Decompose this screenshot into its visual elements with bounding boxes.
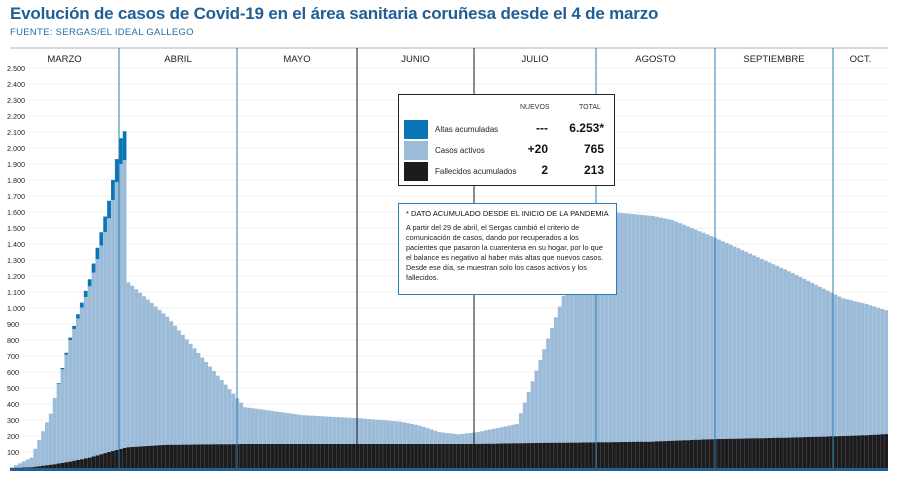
y-tick-label: 1.100 <box>7 288 25 297</box>
chart-source: FUENTE: SERGAS/EL IDEAL GALLEGO <box>10 27 194 38</box>
month-label: JULIO <box>522 54 549 65</box>
y-tick-label: 2.500 <box>7 64 25 73</box>
y-tick-label: 1.200 <box>7 272 25 281</box>
legend-row-fallecidos: Fallecidos acumulados 2 213 <box>399 162 614 182</box>
y-tick-label: 900 <box>7 320 19 329</box>
y-tick-label: 1.000 <box>7 304 25 313</box>
note-text: A partir del 29 de abril, el Sergas camb… <box>406 223 604 282</box>
legend-swatch-fallecidos <box>404 162 428 181</box>
legend-row-altas: Altas acumuladas --- 6.253* <box>399 120 614 140</box>
note-title: * DATO ACUMULADO DESDE EL INICIO DE LA P… <box>406 209 609 218</box>
month-label: ABRIL <box>164 54 191 65</box>
legend-new-altas: --- <box>536 121 548 135</box>
y-tick-label: 700 <box>7 352 19 361</box>
month-label: OCT. <box>850 54 872 65</box>
month-label: SEPTIEMBRE <box>743 54 804 65</box>
month-label: MARZO <box>47 54 81 65</box>
legend-box: NUEVOS TOTAL Altas acumuladas --- 6.253*… <box>398 94 615 186</box>
legend-swatch-altas <box>404 120 428 139</box>
legend-total-activos: 765 <box>583 142 604 156</box>
y-tick-label: 1.500 <box>7 224 25 233</box>
area-casos-activos <box>10 160 888 468</box>
y-tick-label: 400 <box>7 400 19 409</box>
legend-new-fallecidos: 2 <box>541 163 548 177</box>
y-tick-label: 100 <box>7 448 19 457</box>
y-tick-label: 500 <box>7 384 19 393</box>
y-tick-label: 1.300 <box>7 256 25 265</box>
legend-label-activos: Casos activos <box>435 146 485 155</box>
y-tick-label: 200 <box>7 432 19 441</box>
month-label: MAYO <box>283 54 310 65</box>
y-tick-label: 1.900 <box>7 160 25 169</box>
note-box: * DATO ACUMULADO DESDE EL INICIO DE LA P… <box>398 203 617 295</box>
legend-total-fallecidos: 213 <box>583 163 604 177</box>
legend-total-altas: 6.253* <box>569 121 604 135</box>
legend-label-altas: Altas acumuladas <box>435 125 499 134</box>
y-tick-label: 1.800 <box>7 176 25 185</box>
legend-new-activos: +20 <box>527 142 548 156</box>
y-tick-label: 2.300 <box>7 96 25 105</box>
legend-swatch-activos <box>404 141 428 160</box>
legend-label-fallecidos: Fallecidos acumulados <box>435 167 517 176</box>
y-tick-label: 300 <box>7 416 19 425</box>
chart-title: Evolución de casos de Covid-19 en el áre… <box>10 4 659 23</box>
legend-header-total: TOTAL <box>579 104 601 111</box>
y-tick-label: 1.400 <box>7 240 25 249</box>
y-tick-label: 1.600 <box>7 208 25 217</box>
y-tick-label: 600 <box>7 368 19 377</box>
chart-baseline <box>10 468 888 471</box>
legend-header-new: NUEVOS <box>520 104 550 111</box>
y-tick-label: 2.000 <box>7 144 25 153</box>
y-tick-label: 1.700 <box>7 192 25 201</box>
month-label: JUNIO <box>401 54 430 65</box>
y-tick-label: 2.200 <box>7 112 25 121</box>
month-label: AGOSTO <box>635 54 675 65</box>
y-tick-label: 2.400 <box>7 80 25 89</box>
y-tick-label: 2.100 <box>7 128 25 137</box>
y-tick-label: 800 <box>7 336 19 345</box>
legend-row-activos: Casos activos +20 765 <box>399 141 614 161</box>
